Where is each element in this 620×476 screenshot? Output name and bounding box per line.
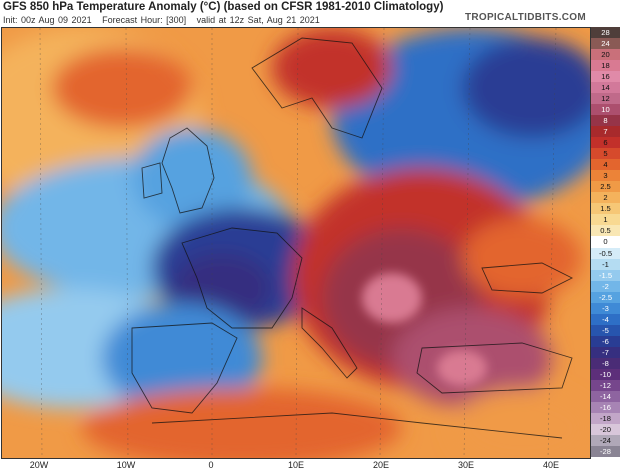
- colorbar-level: -14: [591, 390, 620, 402]
- ireland-outline: [141, 162, 163, 199]
- longitude-tick: 30E: [457, 460, 475, 470]
- colorbar-level: -1.5: [591, 269, 620, 281]
- colorbar-level: 1: [591, 214, 620, 226]
- colorbar-level: -2: [591, 280, 620, 292]
- colorbar-level: -28: [591, 445, 620, 457]
- colorbar-level: -3: [591, 302, 620, 314]
- graticule: [39, 28, 557, 458]
- iberia-cold-anomaly: [102, 303, 262, 413]
- great-britain-outline: [161, 127, 215, 214]
- colorbar-level: 5: [591, 148, 620, 160]
- colorbar-level: 6: [591, 137, 620, 149]
- colorbar-level: -20: [591, 423, 620, 435]
- scandinavia-outline: [251, 37, 383, 139]
- colorbar-level: -0.5: [591, 247, 620, 259]
- colorbar-level: -4: [591, 313, 620, 325]
- longitude-axis: 20W 10W 0 10E 20E 30E 40E: [1, 458, 589, 476]
- longitude-tick: 40E: [542, 460, 560, 470]
- uk-cool: [132, 128, 252, 228]
- colorbar-level: -16: [591, 401, 620, 413]
- iberia-outline: [131, 322, 238, 414]
- longitude-tick: 0: [208, 460, 214, 470]
- init-time: Init: 00z Aug 09 2021: [3, 15, 92, 25]
- france-outline: [181, 227, 303, 329]
- longitude-tick: 10E: [287, 460, 305, 470]
- turkey-outline: [416, 342, 573, 394]
- valid-time: valid at 12z Sat, Aug 21 2021: [196, 15, 320, 25]
- colorbar-level: -5: [591, 324, 620, 336]
- colorbar-level: 8: [591, 115, 620, 127]
- map-canvas: [2, 28, 590, 458]
- brand-watermark: TROPICALTIDBITS.COM: [464, 12, 586, 23]
- colorbar-level: -7: [591, 346, 620, 358]
- longitude-tick: 20E: [372, 460, 390, 470]
- middle-east-warm: [452, 388, 590, 458]
- north-africa-coast: [151, 412, 563, 439]
- colorbar-legend: 28 24 20 18 16 14 12 10 8 7 6 5 4 3 2.5 2 1.5 1 0.5 0 -0.5 -1…: [591, 27, 620, 457]
- colorbar-level: 12: [591, 93, 620, 105]
- colorbar-level: -2.5: [591, 291, 620, 303]
- anomaly-map: [1, 27, 591, 459]
- longitude-tick: 20W: [29, 460, 49, 470]
- colorbar-level: 28: [591, 27, 620, 39]
- colorbar-level: 0: [591, 236, 620, 248]
- colorbar-level: 24: [591, 38, 620, 50]
- hotspot-anatolia: [437, 350, 487, 386]
- colorbar-level: 3: [591, 170, 620, 182]
- colorbar-level: 0.5: [591, 225, 620, 237]
- black-sea-outline: [481, 262, 574, 294]
- north-cold-core: [462, 38, 590, 138]
- colorbar-level: 20: [591, 49, 620, 61]
- colorbar-level: -24: [591, 434, 620, 446]
- coastlines: [131, 37, 574, 439]
- colorbar-level: -18: [591, 412, 620, 424]
- longitude-tick: 10W: [116, 460, 136, 470]
- colorbar-level: 16: [591, 71, 620, 83]
- hotspot-hungary: [362, 273, 422, 323]
- colorbar-level: 7: [591, 126, 620, 138]
- colorbar-level: 4: [591, 159, 620, 171]
- colorbar-level: 10: [591, 104, 620, 116]
- colorbar-level: 14: [591, 82, 620, 94]
- colorbar-level: -6: [591, 335, 620, 347]
- forecast-hour: Forecast Hour: [300]: [102, 15, 187, 25]
- map-subtitle: Init: 00z Aug 09 2021 Forecast Hour: [30…: [3, 15, 320, 25]
- colorbar-level: -10: [591, 368, 620, 380]
- north-africa-warm-anomaly: [82, 388, 402, 458]
- colorbar-level: -12: [591, 379, 620, 391]
- colorbar-level: 18: [591, 60, 620, 72]
- colorbar-level: -1: [591, 258, 620, 270]
- italy-outline: [301, 307, 358, 379]
- colorbar-level: 2.5: [591, 181, 620, 193]
- atlantic-warm-core: [52, 48, 192, 128]
- colorbar-level: -8: [591, 357, 620, 369]
- black-sea-warm: [462, 218, 582, 298]
- colorbar-level: 1.5: [591, 203, 620, 215]
- map-title: GFS 850 hPa Temperature Anomaly (°C) (ba…: [3, 1, 444, 13]
- scandinavia-warm: [272, 28, 392, 108]
- colorbar-level: 2: [591, 192, 620, 204]
